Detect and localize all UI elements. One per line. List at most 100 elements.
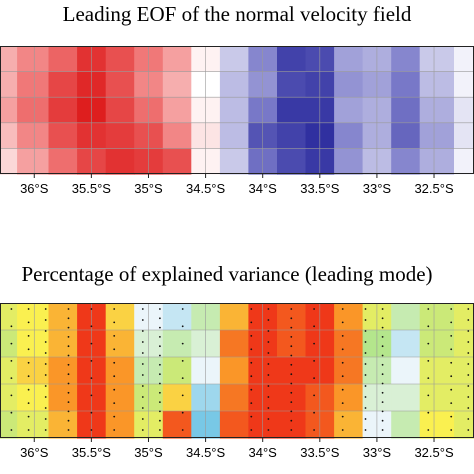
eof-cell	[277, 71, 307, 98]
eof-cell	[134, 148, 164, 175]
variance-sample-point	[341, 361, 344, 364]
variance-cell	[454, 330, 474, 358]
eof-cell	[191, 122, 221, 149]
variance-cell	[105, 411, 135, 439]
variance-cell	[277, 411, 307, 439]
variance-cell	[248, 384, 278, 412]
variance-sample-point	[141, 374, 144, 376]
variance-sample-point	[450, 402, 453, 404]
variance-sample-point	[267, 396, 270, 398]
variance-cell	[48, 330, 78, 358]
variance-sample-point	[290, 382, 293, 385]
eof-cell	[419, 122, 455, 149]
variance-sample-point	[67, 336, 70, 338]
variance-cell	[105, 330, 135, 358]
variance-sample-point	[313, 360, 315, 362]
variance-sample-point	[159, 326, 161, 329]
variance-sample-point	[90, 377, 93, 379]
variance-sample-point	[141, 385, 144, 387]
variance-sample-point	[250, 348, 253, 351]
variance-cell	[391, 411, 421, 439]
variance-cell	[419, 411, 455, 439]
variance-cell	[219, 384, 250, 412]
eof-cell	[162, 46, 192, 73]
variance-cell	[162, 384, 192, 412]
variance-cell	[191, 357, 221, 385]
eof-cell	[105, 122, 135, 149]
variance-sample-point	[44, 374, 47, 376]
variance-sample-point	[381, 308, 384, 310]
variance-sample-point	[364, 429, 367, 431]
variance-sample-point	[44, 385, 47, 387]
variance-cell	[334, 384, 364, 412]
eof-panel-title: Leading EOF of the normal velocity field	[62, 2, 412, 26]
eof-cell	[0, 97, 18, 124]
eof-cell	[0, 71, 18, 98]
variance-sample-point	[250, 361, 253, 364]
variance-sample-point	[113, 308, 116, 310]
eof-cell	[419, 46, 455, 73]
variance-cell	[391, 330, 421, 358]
eof-cell	[162, 148, 192, 175]
variance-sample-point	[159, 429, 161, 431]
variance-sample-point	[250, 335, 253, 337]
variance-sample-point	[141, 396, 144, 398]
eof-tick-label: 35.5°S	[72, 181, 112, 196]
variance-sample-point	[381, 410, 384, 413]
variance-sample-point	[27, 335, 30, 337]
variance-sample-point	[290, 345, 293, 348]
variance-cell	[334, 303, 364, 331]
variance-sample-point	[159, 336, 161, 338]
variance-cell	[134, 330, 164, 358]
eof-cell	[134, 46, 164, 73]
variance-sample-point	[364, 341, 367, 343]
variance-sample-point	[141, 352, 144, 354]
variance-cell	[391, 303, 421, 331]
variance-sample-point	[290, 401, 293, 403]
eof-tick-label: 35°S	[134, 181, 163, 196]
variance-cell	[17, 357, 50, 385]
variance-cell	[105, 357, 135, 385]
eof-cell	[391, 148, 421, 175]
variance-cell	[17, 411, 50, 439]
variance-cell	[0, 330, 18, 358]
eof-cell	[419, 148, 455, 175]
variance-sample-point	[113, 402, 116, 404]
variance-sample-point	[313, 429, 315, 431]
variance-cell	[0, 357, 18, 385]
variance-cell	[454, 384, 474, 412]
variance-sample-point	[90, 429, 93, 431]
variance-sample-point	[250, 402, 253, 404]
eof-cell	[248, 71, 278, 98]
eof-cell	[0, 122, 18, 149]
variance-sample-point	[381, 419, 384, 422]
variance-sample-point	[381, 363, 384, 366]
variance-sample-point	[313, 411, 315, 414]
variance-sample-point	[381, 326, 384, 329]
variance-sample-point	[141, 341, 144, 343]
variance-cell	[219, 411, 250, 439]
eof-cell	[419, 71, 455, 98]
variance-sample-point	[364, 330, 367, 332]
eof-cell	[77, 97, 107, 124]
eof-cell	[334, 97, 364, 124]
variance-sample-point	[381, 354, 384, 357]
variance-cell	[391, 357, 421, 385]
variance-sample-point	[67, 410, 70, 413]
variance-sample-point	[427, 342, 430, 345]
variance-sample-point	[290, 419, 293, 422]
variance-sample-point	[381, 429, 384, 431]
variance-sample-point	[290, 391, 293, 394]
variance-sample-point	[450, 429, 453, 431]
variance-sample-point	[290, 354, 293, 357]
variance-tick-label: 36°S	[20, 445, 49, 458]
variance-sample-point	[159, 373, 161, 376]
eof-cell	[191, 97, 221, 124]
variance-sample-point	[427, 360, 430, 362]
eof-cell	[391, 122, 421, 149]
variance-sample-point	[467, 308, 470, 310]
eof-cell	[277, 46, 307, 73]
variance-sample-point	[27, 415, 30, 418]
variance-sample-point	[113, 321, 116, 324]
variance-sample-point	[467, 319, 470, 321]
